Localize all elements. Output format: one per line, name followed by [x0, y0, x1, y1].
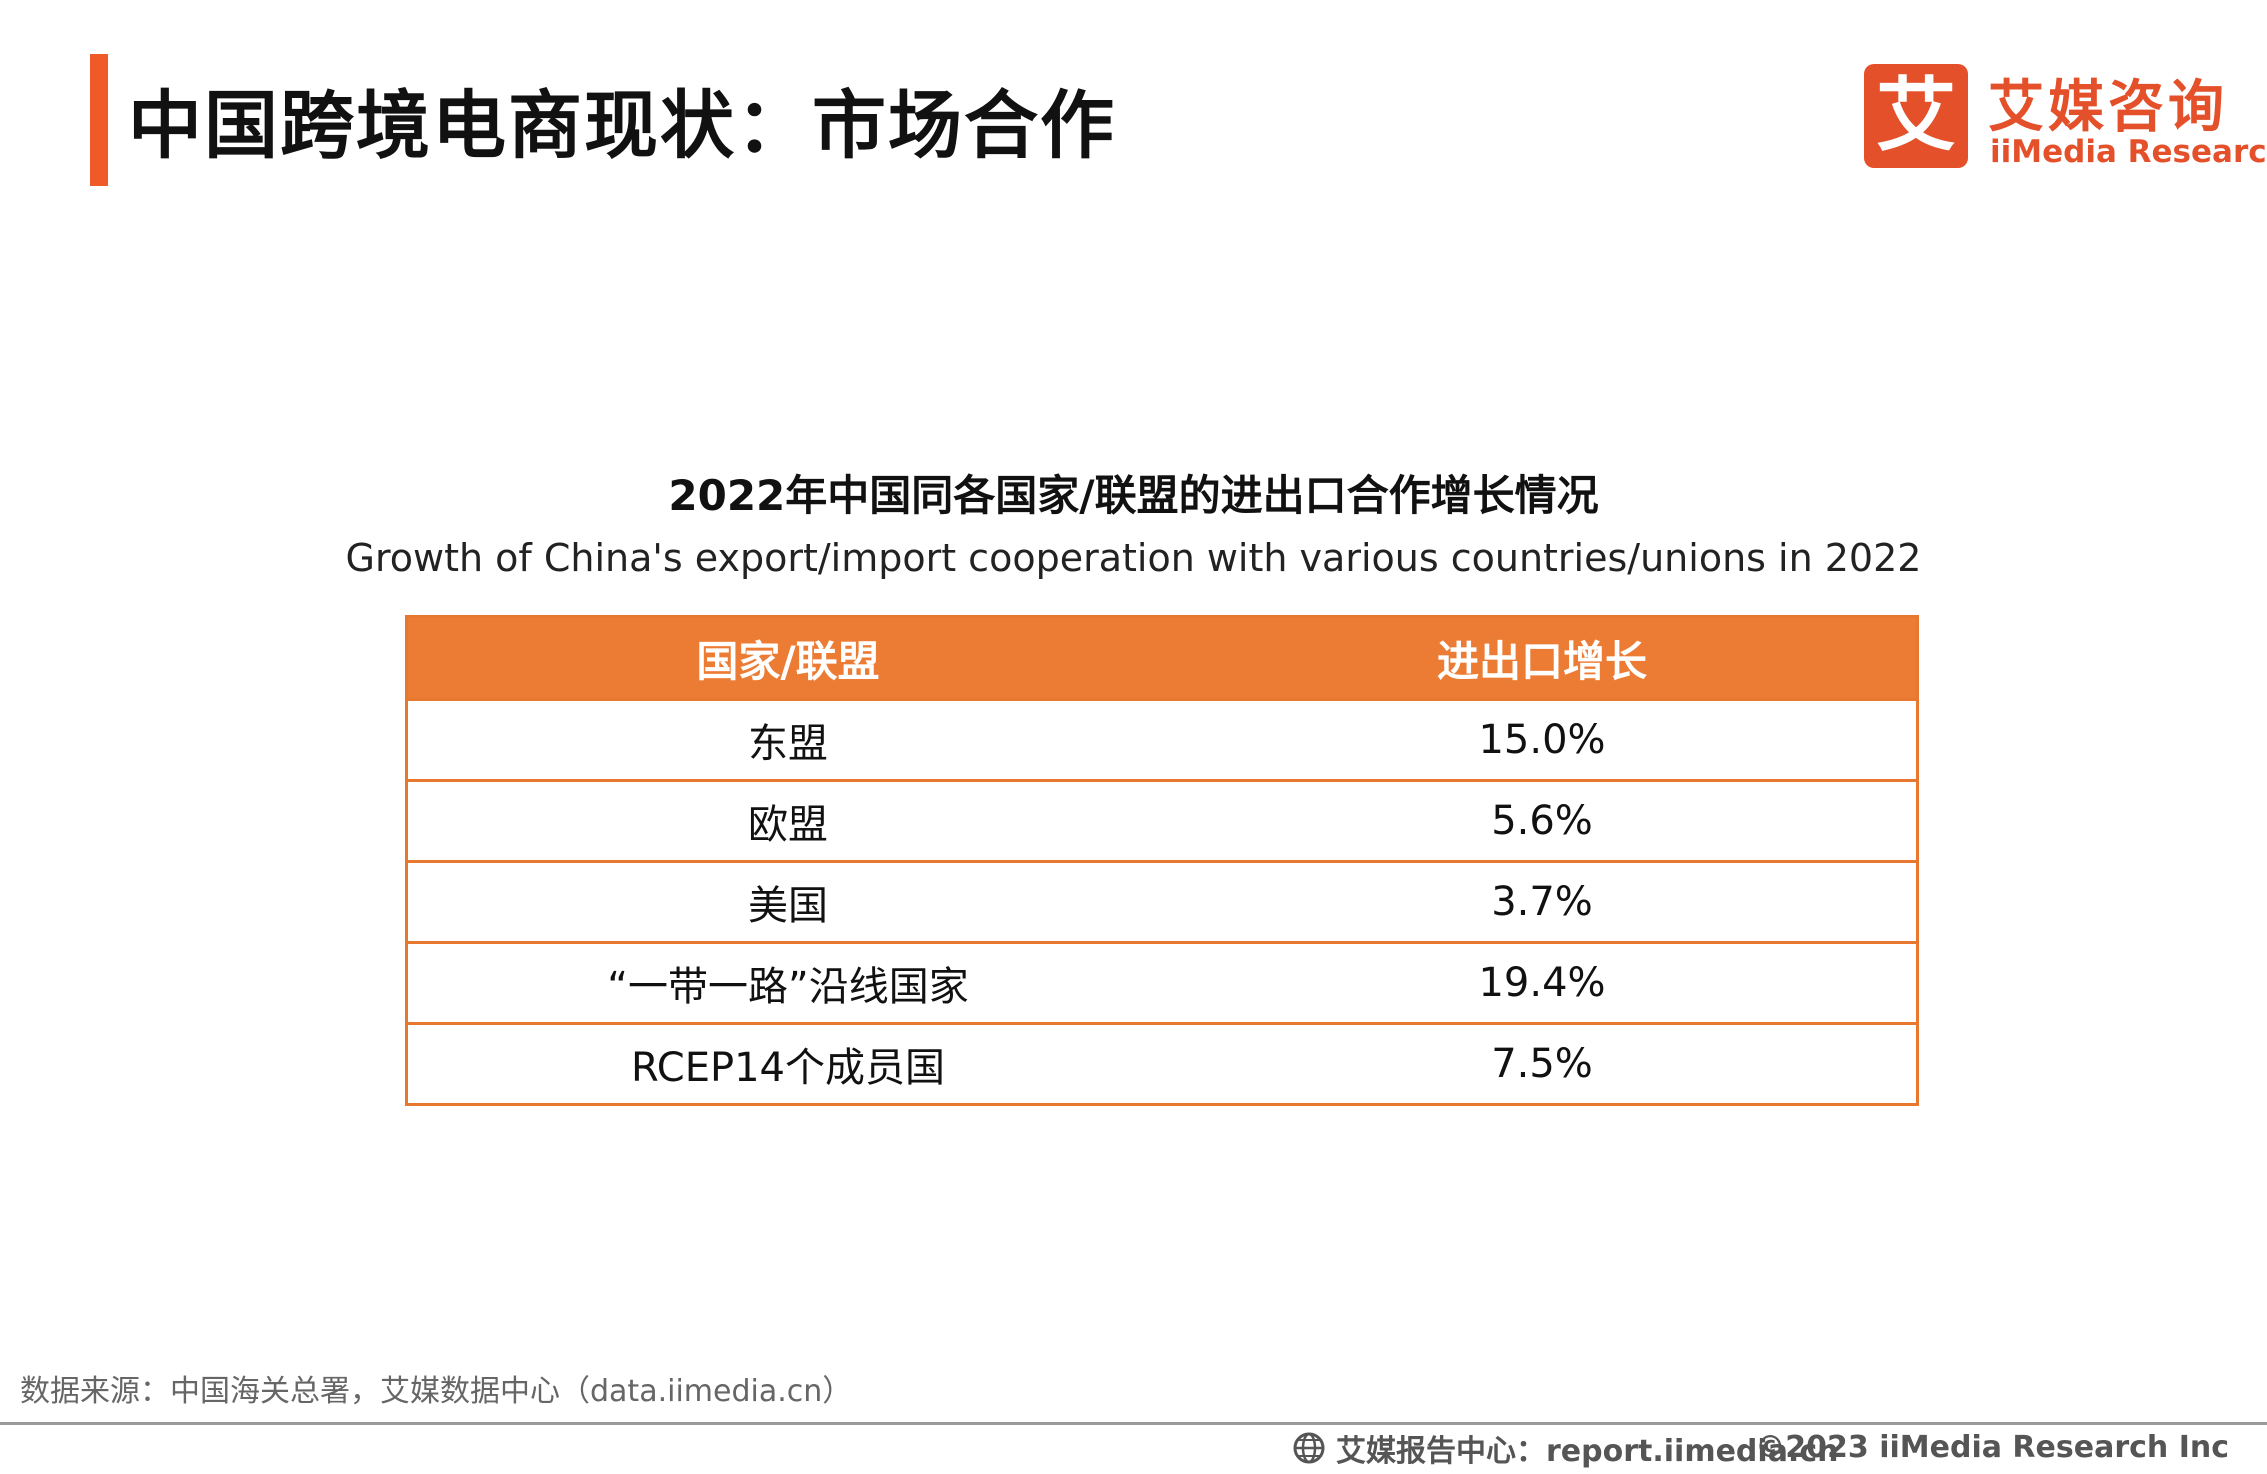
table-row: “一带一路”沿线国家 19.4%: [408, 941, 1916, 1022]
footer-copyright: ©2023 iiMedia Research Inc: [1755, 1430, 2229, 1465]
table-row: 东盟 15.0%: [408, 698, 1916, 779]
table-row: RCEP14个成员国 7.5%: [408, 1022, 1916, 1103]
data-source-note: 数据来源：中国海关总署，艾媒数据中心（data.iimedia.cn）: [20, 1374, 853, 1409]
footer-report-center: 艾媒报告中心：report.iimedia.cn: [1292, 1428, 1839, 1469]
region-cell: “一带一路”沿线国家: [607, 964, 969, 1010]
logo-chinese-name: 艾媒咨询: [1988, 75, 2228, 140]
table-row: 欧盟 5.6%: [408, 779, 1916, 860]
column-header-growth: 进出口增长: [1436, 636, 1647, 686]
table-header-row: 国家/联盟 进出口增长: [408, 618, 1916, 698]
growth-cell: 3.7%: [1491, 879, 1593, 925]
logo-mark-glyph: 艾: [1876, 69, 1956, 162]
brand-logo: 艾 艾媒咨询 iiMedia Research: [1864, 62, 2267, 172]
growth-cell: 15.0%: [1478, 717, 1606, 763]
growth-cell: 7.5%: [1491, 1041, 1593, 1087]
growth-cell: 5.6%: [1491, 798, 1593, 844]
globe-icon: [1293, 1432, 1325, 1464]
growth-table: 国家/联盟 进出口增长 东盟 15.0% 欧盟 5.6% 美国 3.7% “一带…: [405, 615, 1919, 1106]
column-header-region: 国家/联盟: [696, 636, 880, 686]
title-accent-bar: [90, 54, 108, 186]
table-title-chinese: 2022年中国同各国家/联盟的进出口合作增长情况: [668, 471, 1599, 520]
region-cell: 东盟: [748, 721, 828, 767]
growth-cell: 19.4%: [1478, 960, 1606, 1006]
footer-divider: [0, 1422, 2267, 1425]
table-title-english: Growth of China's export/import cooperat…: [345, 536, 1922, 580]
logo-mark-icon: 艾: [1864, 64, 1968, 168]
region-cell: 欧盟: [748, 802, 828, 848]
report-center-link[interactable]: 艾媒报告中心：report.iimedia.cn: [1336, 1434, 1839, 1469]
region-cell: RCEP14个成员国: [630, 1045, 946, 1091]
page-title: 中国跨境电商现状：市场合作: [128, 83, 1116, 169]
region-cell: 美国: [748, 883, 828, 929]
logo-english-name: iiMedia Research: [1990, 134, 2267, 170]
table-row: 美国 3.7%: [408, 860, 1916, 941]
